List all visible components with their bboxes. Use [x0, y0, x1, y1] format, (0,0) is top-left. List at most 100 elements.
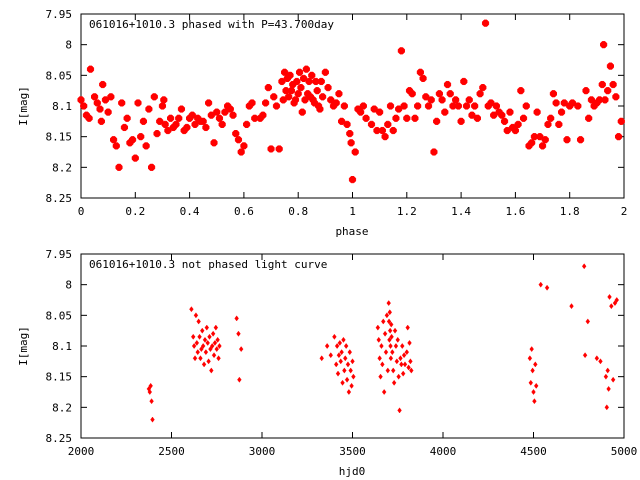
data-point — [201, 361, 207, 368]
data-point — [462, 102, 471, 110]
data-point — [376, 108, 384, 116]
data-point — [153, 130, 161, 138]
data-point — [238, 346, 244, 353]
data-point — [581, 263, 587, 270]
x-ticks: 2000 2500 3000 3500 4000 4500 5000 — [68, 254, 637, 458]
data-point — [348, 176, 357, 184]
data-point — [177, 105, 186, 113]
data-point — [399, 361, 404, 368]
data-point — [297, 84, 305, 92]
data-point — [411, 114, 419, 122]
data-point — [131, 154, 139, 162]
y-ticks: 7.95 8 8.05 8.1 8.15 8.2 8.25 — [46, 8, 624, 205]
data-point — [216, 355, 221, 362]
data-point — [362, 114, 370, 122]
data-point — [400, 102, 408, 110]
data-point — [206, 358, 211, 365]
data-point — [203, 349, 209, 356]
x-tick-label: 2 — [621, 205, 628, 218]
data-point — [218, 120, 226, 128]
data-point — [158, 102, 167, 110]
data-point — [194, 339, 200, 346]
data-point — [264, 84, 272, 92]
data-point — [115, 163, 123, 171]
data-point — [350, 358, 355, 365]
data-point — [569, 303, 574, 310]
data-point — [514, 120, 522, 128]
data-point — [342, 367, 347, 374]
data-point — [248, 99, 256, 107]
data-point — [214, 346, 219, 353]
data-point — [557, 108, 566, 116]
data-point — [541, 136, 549, 144]
data-point — [598, 358, 603, 365]
x-tick-label: 1 — [349, 205, 356, 218]
data-point — [91, 93, 99, 101]
data-point — [86, 65, 95, 73]
data-point — [327, 96, 335, 104]
data-point — [336, 352, 342, 359]
data-point — [408, 90, 416, 98]
data-point — [272, 102, 281, 110]
data-point — [324, 84, 332, 92]
data-point — [473, 114, 481, 122]
data-point — [334, 361, 339, 368]
data-point — [287, 87, 295, 95]
y-tick-label: 7.95 — [46, 8, 73, 21]
data-point — [498, 111, 506, 119]
data-point — [150, 93, 158, 101]
data-point — [112, 142, 120, 150]
data-point — [457, 117, 465, 125]
data-point — [395, 336, 400, 343]
data-point — [99, 80, 107, 89]
data-point — [319, 355, 324, 362]
data-point — [560, 99, 568, 107]
data-point — [511, 126, 519, 135]
data-point — [149, 398, 154, 405]
data-point — [402, 361, 408, 368]
data-point — [134, 99, 142, 107]
data-point — [387, 327, 393, 334]
data-point — [308, 71, 316, 79]
data-point — [487, 99, 495, 107]
data-point — [341, 336, 346, 343]
data-point — [529, 346, 534, 353]
y-tick-label: 8.15 — [46, 371, 73, 384]
data-point — [217, 343, 222, 349]
data-point — [476, 90, 484, 98]
data-point — [210, 330, 216, 337]
y-axis-label: I[mag] — [17, 86, 30, 126]
data-point — [406, 364, 411, 371]
data-point — [339, 349, 344, 356]
data-point — [582, 352, 588, 359]
data-point — [609, 303, 614, 310]
data-point — [544, 120, 552, 128]
data-point — [386, 300, 391, 307]
data-point — [191, 333, 196, 340]
data-point — [298, 108, 306, 116]
data-point — [376, 336, 381, 343]
data-point — [409, 367, 414, 374]
data-point — [357, 108, 365, 116]
data-point — [612, 93, 620, 101]
data-point — [291, 96, 300, 104]
data-point — [389, 126, 397, 135]
data-point — [392, 114, 400, 122]
data-point — [378, 126, 386, 135]
data-point — [148, 382, 153, 389]
data-point — [212, 339, 218, 346]
y-tick-label: 8 — [65, 279, 72, 292]
data-point — [538, 142, 547, 150]
data-point — [419, 74, 427, 82]
data-point — [93, 99, 101, 107]
data-point — [403, 114, 411, 122]
data-point — [338, 358, 343, 365]
x-tick-label: 3500 — [339, 445, 366, 458]
data-point — [377, 355, 382, 362]
data-point — [349, 382, 354, 389]
data-point — [536, 133, 544, 141]
x-tick-label: 0.6 — [234, 205, 254, 218]
y-tick-label: 8.2 — [52, 401, 72, 414]
data-point — [400, 343, 405, 349]
data-point — [160, 96, 168, 104]
